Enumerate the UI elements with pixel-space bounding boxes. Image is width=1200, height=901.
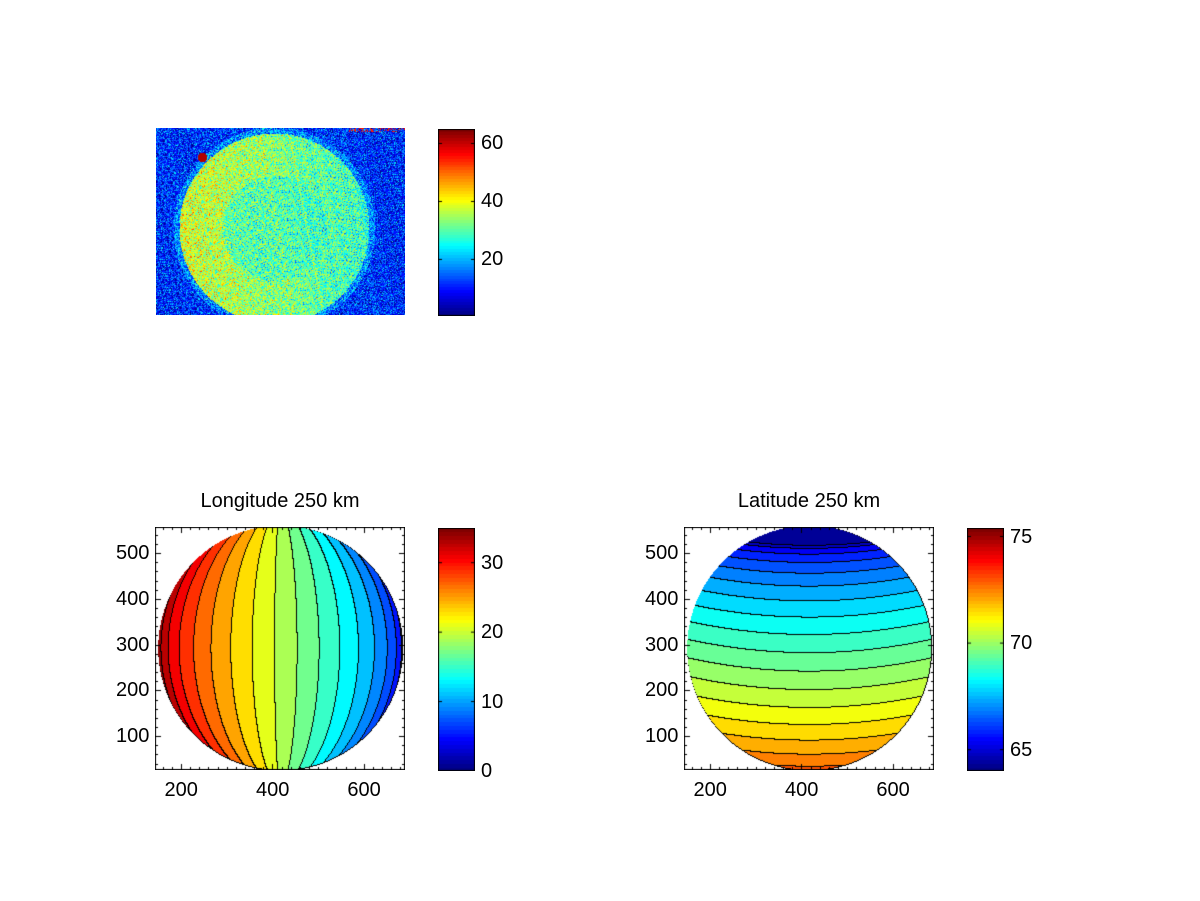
- y-tick-label: 300: [116, 633, 150, 656]
- colorbar-tick-label: 40: [481, 190, 504, 213]
- latitude-contour-plot: [684, 527, 934, 770]
- longitude-colorbar: [438, 528, 475, 771]
- x-tick-label: 600: [876, 779, 910, 801]
- x-tick-label: 600: [347, 779, 381, 801]
- colorbar-tick-label: 20: [481, 248, 504, 271]
- y-tick-label: 500: [645, 542, 679, 565]
- x-tick-label: 400: [255, 779, 290, 801]
- colorbar-tick-label: 70: [1010, 632, 1033, 655]
- y-tick-label: 200: [645, 679, 679, 702]
- x-tick-label: 200: [693, 779, 727, 801]
- y-tick-label: 300: [645, 633, 679, 656]
- latitude-title: Latitude 250 km: [737, 490, 881, 512]
- colorbar-tick-label: 30: [481, 551, 504, 574]
- x-tick-label: 200: [164, 779, 198, 801]
- y-tick-label: 500: [116, 542, 150, 565]
- colorbar-tick-label: 75: [1010, 525, 1033, 548]
- latitude-colorbar: [967, 528, 1004, 771]
- colorbar-tick-label: 10: [481, 690, 504, 713]
- colorbar-tick-label: 65: [1010, 738, 1033, 761]
- y-tick-label: 100: [116, 725, 150, 748]
- colorbar-tick-label: 20: [481, 621, 504, 644]
- raw-image-colorbar: [438, 129, 475, 316]
- y-tick-label: 400: [116, 587, 150, 610]
- longitude-contour-plot: [155, 527, 405, 770]
- raw-image-plot: [156, 128, 405, 315]
- colorbar-tick-label: 0: [481, 760, 493, 782]
- y-tick-label: 200: [116, 679, 150, 702]
- y-tick-label: 400: [645, 587, 679, 610]
- x-tick-label: 400: [784, 779, 819, 801]
- colorbar-tick-label: 60: [481, 132, 504, 155]
- y-tick-label: 100: [645, 725, 679, 748]
- longitude-title: Longitude 250 km: [200, 490, 360, 512]
